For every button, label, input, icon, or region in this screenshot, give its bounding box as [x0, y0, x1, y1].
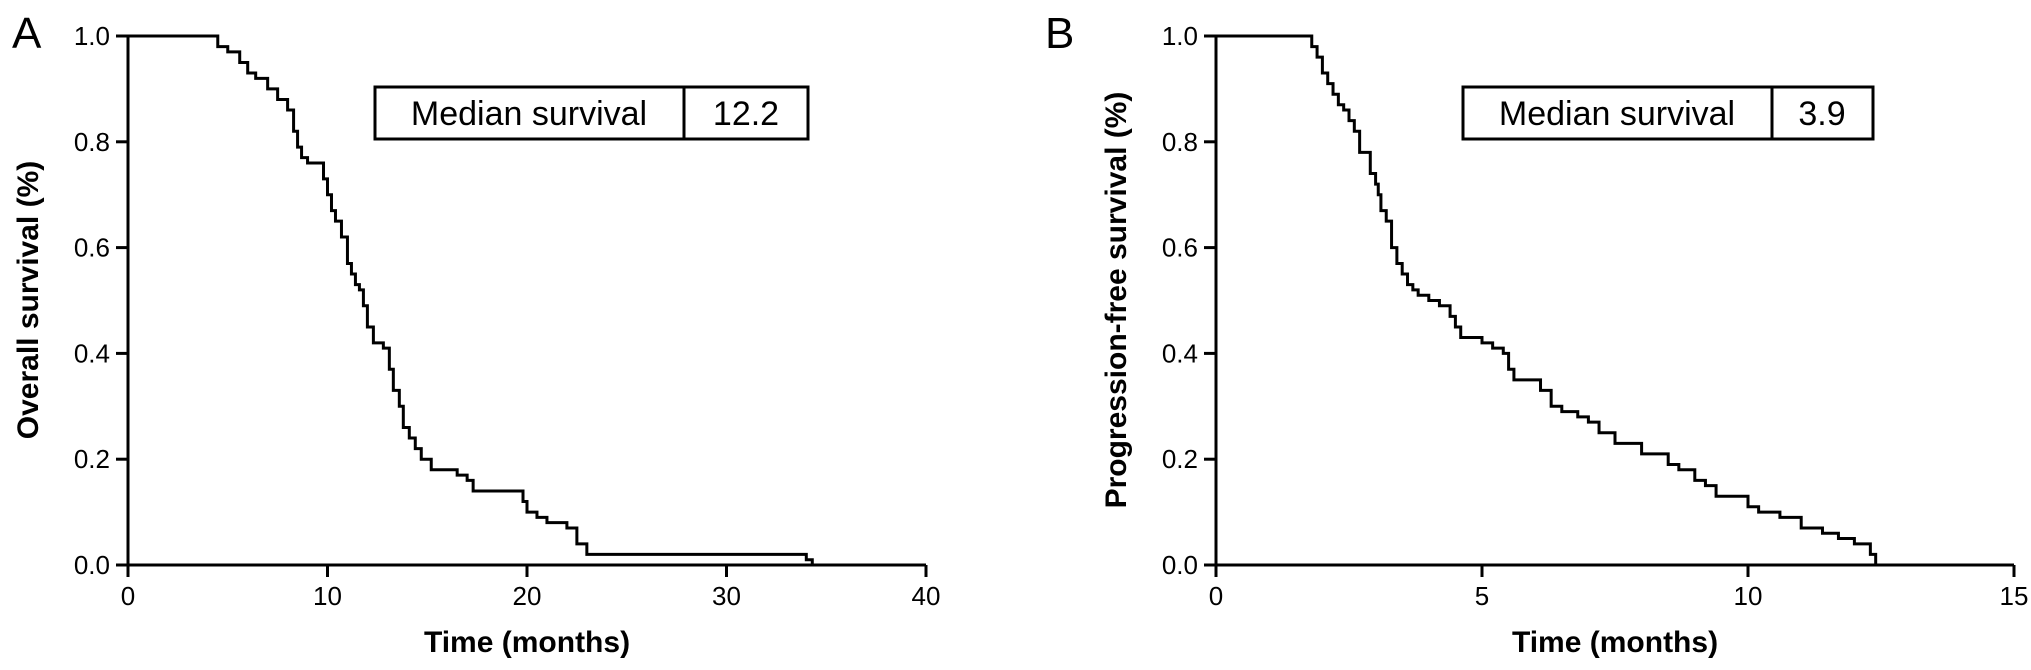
- y-tick-label: 1.0: [1162, 21, 1198, 51]
- panel-b-median-box: Median survival 3.9: [1461, 85, 1875, 141]
- panel-b-y-ticks: 0.0 0.2 0.4 0.6 0.8 1.0: [1162, 21, 1216, 580]
- panel-b-survival-curve: [1216, 34, 1878, 565]
- panel-a-median-box-frame: [373, 85, 810, 141]
- x-tick-label: 0: [121, 581, 135, 611]
- y-tick-label: 0.2: [74, 444, 110, 474]
- x-tick-label: 30: [712, 581, 741, 611]
- panel-a-y-ticks: 0.0 0.2 0.4 0.6 0.8 1.0: [74, 21, 128, 580]
- panel-b-x-ticks: 0 5 10 15: [1209, 565, 2029, 611]
- y-tick-label: 0.6: [74, 233, 110, 263]
- panel-a-y-axis-title: Overall survival (%): [12, 161, 45, 439]
- panel-a-x-axis-title: Time (months): [424, 626, 630, 659]
- x-tick-label: 5: [1475, 581, 1489, 611]
- panel-a-label: A: [12, 9, 42, 58]
- x-tick-label: 15: [2000, 581, 2029, 611]
- panel-b-median-label: Median survival: [1499, 95, 1735, 133]
- y-tick-label: 1.0: [74, 21, 110, 51]
- panel-a-median-value: 12.2: [713, 95, 779, 133]
- panel-b-label: B: [1045, 9, 1074, 58]
- y-tick-label: 0.2: [1162, 444, 1198, 474]
- x-tick-label: 10: [313, 581, 342, 611]
- y-tick-label: 0.4: [74, 338, 110, 368]
- panel-b-x-axis-title: Time (months): [1512, 626, 1718, 659]
- y-tick-label: 0.6: [1162, 233, 1198, 263]
- panel-a-median-label: Median survival: [411, 95, 647, 133]
- x-tick-label: 40: [912, 581, 941, 611]
- y-tick-label: 0.4: [1162, 338, 1198, 368]
- y-tick-label: 0.0: [74, 550, 110, 580]
- panel-a-x-ticks: 0 10 20 30 40: [121, 565, 941, 611]
- panel-a: A 0.0 0.2 0.4 0.6 0.8 1.0 0 10 20 30 40 Time (mon…: [12, 9, 940, 659]
- y-tick-label: 0.0: [1162, 550, 1198, 580]
- panel-b: B 0.0 0.2 0.4 0.6 0.8 1.0 0 5 10 15 Time (months…: [1045, 9, 2028, 659]
- y-tick-label: 0.8: [1162, 127, 1198, 157]
- x-tick-label: 10: [1734, 581, 1763, 611]
- panel-b-median-box-frame: [1461, 85, 1875, 141]
- x-tick-label: 20: [513, 581, 542, 611]
- panel-b-y-axis-title: Progression-free survival (%): [1100, 92, 1133, 509]
- y-tick-label: 0.8: [74, 127, 110, 157]
- x-tick-label: 0: [1209, 581, 1223, 611]
- panel-b-median-value: 3.9: [1798, 95, 1845, 133]
- panel-a-median-box: Median survival 12.2: [373, 85, 810, 141]
- panel-a-survival-curve: [128, 34, 814, 565]
